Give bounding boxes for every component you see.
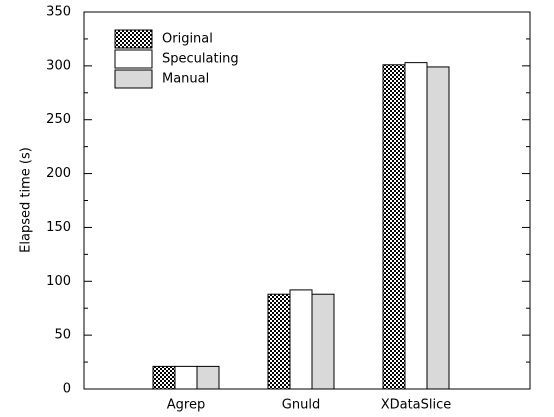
- y-tick-label: 150: [46, 220, 71, 235]
- y-tick-label: 200: [46, 166, 71, 181]
- y-tick-label: 350: [46, 5, 71, 20]
- bar: [426, 66, 450, 390]
- bar: [289, 289, 313, 390]
- plot-frame: [83, 11, 531, 390]
- legend-label: Speculating: [162, 52, 239, 67]
- legend-swatch: [114, 69, 153, 89]
- bar: [152, 365, 176, 390]
- y-tick-label: 100: [46, 274, 71, 289]
- legend-swatch: [114, 49, 153, 69]
- bar: [404, 62, 428, 390]
- x-tick-label: XDataSlice: [381, 398, 452, 413]
- x-tick-label: Agrep: [167, 398, 205, 413]
- y-tick-label: 250: [46, 112, 71, 127]
- y-tick-label: 50: [54, 328, 71, 343]
- bar: [174, 365, 198, 390]
- legend-label: Manual: [162, 72, 209, 87]
- bar: [382, 64, 406, 390]
- bar: [196, 365, 220, 390]
- legend-label: Original: [162, 32, 213, 47]
- y-tick-label: 300: [46, 58, 71, 73]
- legend-swatch: [114, 29, 153, 49]
- y-tick-label: 0: [63, 382, 71, 397]
- bar: [267, 293, 291, 390]
- bar: [311, 293, 335, 390]
- y-axis-label: Elapsed time (s): [19, 147, 34, 253]
- x-tick-label: Gnuld: [282, 398, 320, 413]
